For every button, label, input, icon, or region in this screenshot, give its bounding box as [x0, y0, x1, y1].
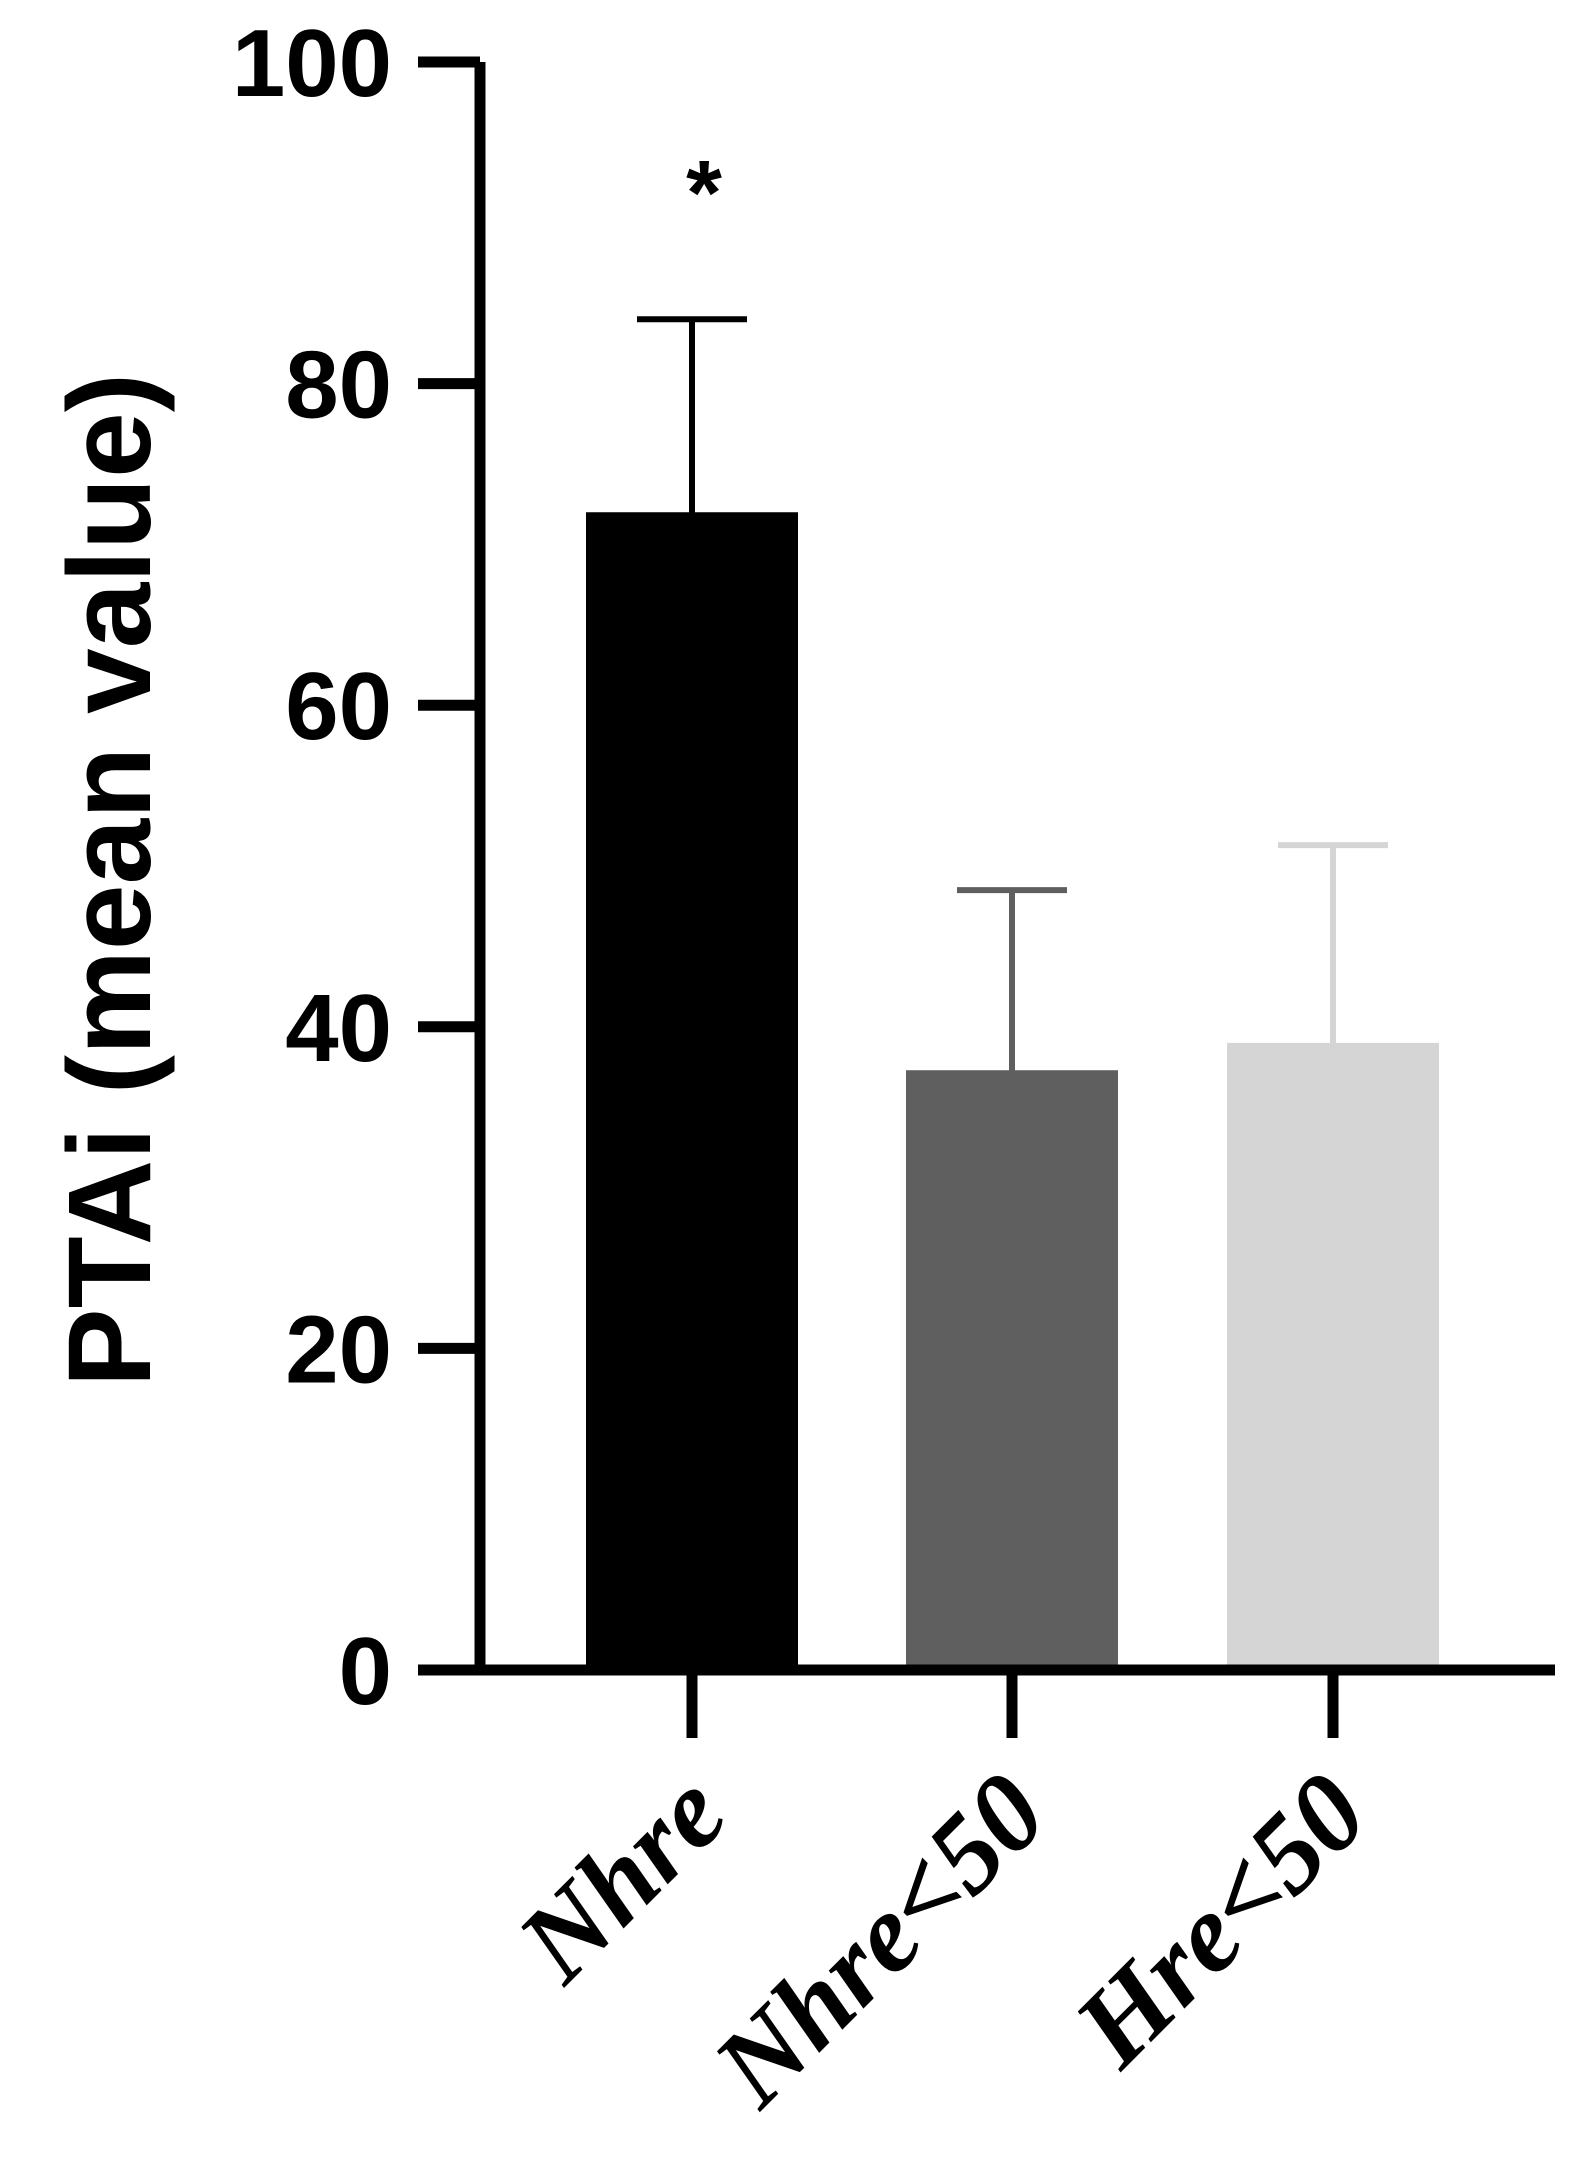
x-tick-label: Hre<50: [1050, 1750, 1390, 2090]
bar-nhre-50: [906, 1070, 1118, 1670]
y-tick-label: 60: [285, 653, 392, 760]
y-ticks-group: 0 20 40 60 80 100: [232, 10, 480, 1725]
y-tick-label: 100: [232, 10, 392, 117]
bars-group: [586, 512, 1439, 1670]
x-tick-label: Nhre<50: [689, 1750, 1070, 2131]
y-tick-label: 80: [285, 332, 392, 439]
bar-hre-50: [1227, 1042, 1439, 1670]
y-tick-label: 40: [285, 975, 392, 1082]
y-tick-label: 0: [339, 1618, 392, 1725]
bar-nhre: [586, 512, 798, 1670]
y-tick-label: 20: [285, 1296, 392, 1403]
x-tick-label: Nhre: [493, 1750, 749, 2006]
significance-marker: *: [686, 142, 722, 244]
error-bars-group: [637, 316, 1388, 1075]
y-axis-title-group: PTAi (mean value): [44, 373, 176, 1387]
annotations-group: *: [686, 142, 722, 244]
y-axis-title: PTAi (mean value): [44, 373, 176, 1387]
